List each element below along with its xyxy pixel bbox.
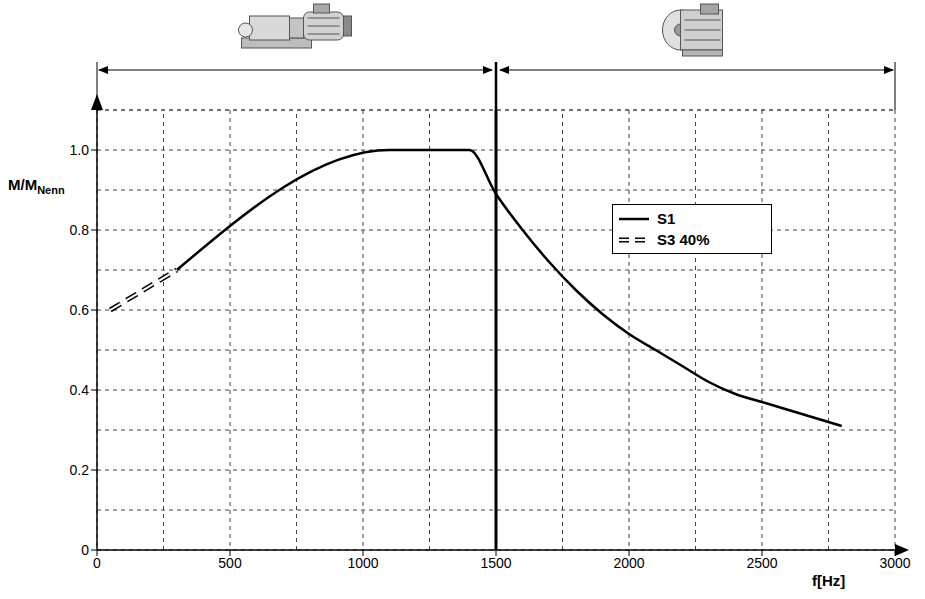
svg-text:0: 0 <box>81 542 89 558</box>
svg-text:0.6: 0.6 <box>70 302 90 318</box>
svg-text:1500: 1500 <box>480 555 511 571</box>
svg-text:0: 0 <box>93 555 101 571</box>
svg-text:1.0: 1.0 <box>70 142 90 158</box>
html-text:S1: S1 <box>657 210 676 227</box>
html-text:f[Hz]: f[Hz] <box>812 572 846 589</box>
svg-text:2500: 2500 <box>746 555 777 571</box>
html-text:S3 40%: S3 40% <box>657 231 710 248</box>
svg-text:0.4: 0.4 <box>70 382 90 398</box>
svg-text:0.8: 0.8 <box>70 222 90 238</box>
svg-text:0.2: 0.2 <box>70 462 90 478</box>
svg-text:2000: 2000 <box>613 555 644 571</box>
html-text:M/MNenn: M/MNenn <box>8 176 65 196</box>
svg-text:1000: 1000 <box>347 555 378 571</box>
svg-text:500: 500 <box>218 555 242 571</box>
svg-text:3000: 3000 <box>879 555 910 571</box>
